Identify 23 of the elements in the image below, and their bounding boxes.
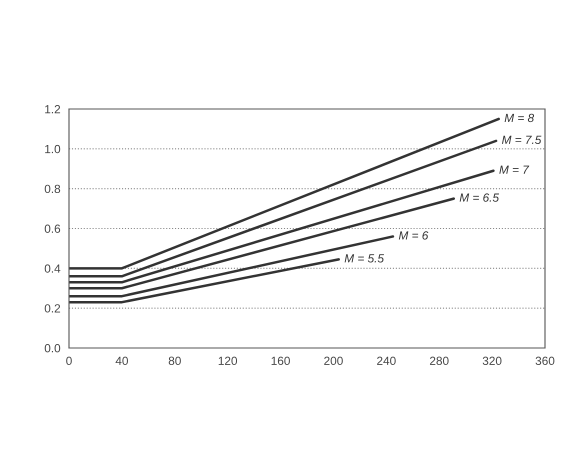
annotation: M = 6 xyxy=(398,231,428,240)
y-tick-label: 0.8 xyxy=(44,184,60,194)
y-tick-label: 1.2 xyxy=(45,105,60,114)
y-tick-label: 0.4 xyxy=(44,264,60,273)
x-tick-label: 320 xyxy=(482,356,502,366)
annotation: M = 8 xyxy=(504,114,534,122)
annotation: M = 6.5 xyxy=(460,193,500,202)
x-tick-label: 200 xyxy=(324,356,343,366)
annotation: M = 7 xyxy=(499,166,530,174)
x-tick-label: 240 xyxy=(377,356,396,366)
y-tick-label: 0.2 xyxy=(44,304,60,313)
y-tick-label: 0.0 xyxy=(44,344,60,352)
x-tick-label: 80 xyxy=(168,356,181,366)
annotation: M = 5.5 xyxy=(344,254,384,263)
x-tick-label: 40 xyxy=(116,356,128,366)
x-tick-label: 160 xyxy=(272,356,290,366)
y-tick-label: 0.6 xyxy=(44,224,60,233)
x-tick-label: 360 xyxy=(536,356,554,366)
x-tick-label: 120 xyxy=(218,356,238,366)
x-tick-label: 280 xyxy=(430,356,449,366)
y-tick-label: 1.0 xyxy=(45,144,60,154)
annotation: M = 7.5 xyxy=(502,136,542,144)
x-tick-label: 0 xyxy=(66,356,72,366)
